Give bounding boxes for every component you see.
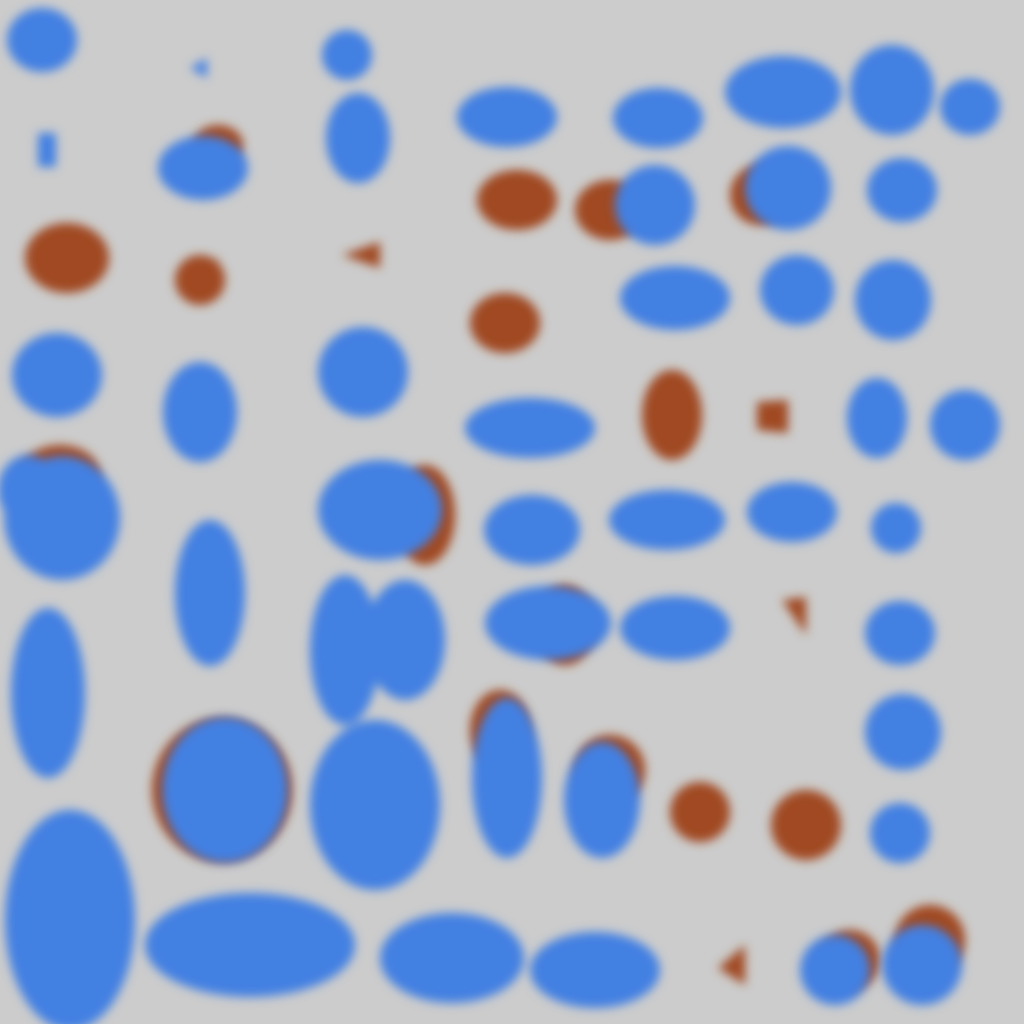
blue-shapes [0, 8, 1000, 1024]
